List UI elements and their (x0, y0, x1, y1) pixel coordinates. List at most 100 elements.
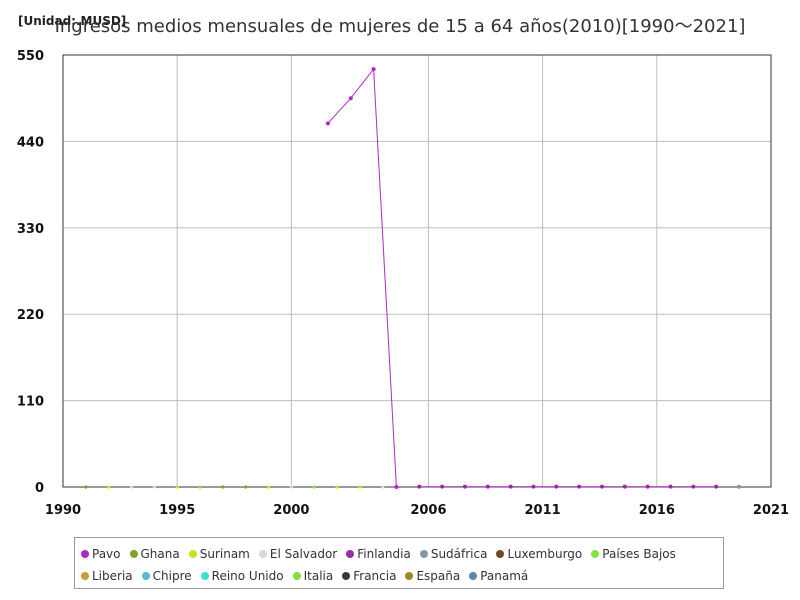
baseline-marker (381, 485, 385, 489)
grid-lines (62, 54, 772, 488)
plot-area-frame (62, 54, 772, 488)
data-point-pavo (371, 67, 376, 72)
y-tick-label: 0 (35, 481, 44, 496)
legend-label: Finlandia (357, 547, 411, 561)
data-point-pavo (325, 121, 330, 126)
legend-swatch (591, 549, 600, 558)
data-point-finlandia (622, 484, 627, 489)
data-point-finlandia (531, 484, 536, 489)
baseline-marker (244, 485, 248, 489)
data-point-sud-frica (737, 484, 742, 489)
legend-label: Ghana (140, 547, 180, 561)
legend-swatch (129, 549, 138, 558)
data-point-pavo (394, 485, 399, 489)
legend-swatch (346, 549, 355, 558)
data-point-finlandia (485, 484, 490, 489)
legend: Pavo Ghana Surinam El Salvador Finlandia Sudá… (74, 537, 724, 589)
legend-item[interactable]: Liberia (81, 566, 133, 587)
x-tick-label: 2016 (639, 503, 675, 518)
baseline-marker (358, 485, 362, 489)
legend-item[interactable]: Italia (292, 566, 334, 587)
legend-item[interactable]: Reino Unido (200, 566, 284, 587)
data-point-finlandia (417, 484, 422, 489)
x-tick-label: 2000 (273, 503, 309, 518)
legend-label: Francia (353, 569, 397, 583)
data-point-finlandia (462, 484, 467, 489)
legend-item[interactable]: Finlandia (346, 544, 411, 565)
baseline-marker (175, 485, 179, 489)
series-lines (325, 67, 742, 489)
baseline-markers (84, 485, 385, 489)
legend-swatch (258, 549, 267, 558)
x-axis-ticks: 1990 1995 2000 2006 2011 2016 2021 (45, 503, 789, 518)
legend-label: Reino Unido (211, 569, 284, 583)
legend-label: Chipre (152, 569, 192, 583)
legend-label: Países Bajos (602, 547, 676, 561)
baseline-marker (84, 485, 88, 489)
y-tick-label: 110 (17, 395, 44, 410)
legend-swatch (81, 549, 89, 558)
legend-swatch (405, 571, 414, 580)
legend-label: Italia (303, 569, 334, 583)
baseline-marker (129, 485, 134, 489)
y-tick-label: 220 (17, 308, 44, 323)
legend-label: El Salvador (269, 547, 338, 561)
baseline-marker (266, 485, 271, 489)
data-point-finlandia (554, 484, 559, 489)
legend-swatch (419, 549, 428, 558)
data-point-finlandia (645, 484, 650, 489)
data-point-finlandia (577, 484, 582, 489)
unit-label: [Unidad:.MUSD] (18, 14, 127, 28)
data-point-finlandia (714, 484, 719, 489)
legend-swatch (496, 549, 505, 558)
legend-label: Liberia (92, 569, 133, 583)
legend-label: Panamá (480, 569, 529, 583)
data-point-finlandia (668, 484, 673, 489)
legend-item[interactable]: Panamá (469, 566, 528, 587)
series-line-pavo (327, 67, 397, 488)
legend-swatch (141, 571, 150, 580)
baseline-marker (335, 485, 339, 489)
chart-title: Ingresos medios mensuales de mujeres de … (54, 16, 746, 37)
legend-label: España (416, 569, 461, 583)
data-point-finlandia (440, 484, 445, 489)
baseline-marker (107, 485, 111, 489)
legend-item[interactable]: Pavo (81, 544, 121, 565)
x-tick-label: 2011 (525, 503, 561, 518)
data-point-finlandia (508, 484, 513, 489)
baseline-marker (312, 485, 316, 489)
legend-item[interactable]: El Salvador (258, 544, 338, 565)
legend-item[interactable]: Surinam (188, 544, 250, 565)
legend-item[interactable]: Francia (342, 566, 396, 587)
y-tick-label: 330 (17, 222, 44, 237)
legend-swatch (292, 571, 301, 580)
legend-item[interactable]: España (405, 566, 460, 587)
legend-item[interactable]: Luxemburgo (496, 544, 582, 565)
baseline-marker (221, 485, 225, 489)
legend-label: Surinam (199, 547, 250, 561)
data-point-finlandia (599, 484, 604, 489)
legend-swatch (188, 549, 197, 558)
data-point-pavo (348, 96, 353, 101)
y-tick-label: 440 (17, 135, 44, 150)
x-tick-label: 2021 (753, 503, 789, 518)
x-tick-label: 1990 (45, 503, 81, 518)
legend-label: Luxemburgo (507, 547, 583, 561)
legend-item[interactable]: Sudáfrica (419, 544, 488, 565)
legend-swatch (469, 571, 478, 580)
data-point-finlandia (691, 484, 696, 489)
legend-item[interactable]: Ghana (129, 544, 180, 565)
legend-label: Pavo (92, 547, 121, 561)
baseline-marker (289, 485, 293, 489)
baseline-marker (152, 485, 156, 489)
legend-label: Sudáfrica (430, 547, 488, 561)
x-tick-label: 2006 (410, 503, 446, 518)
baseline-marker (198, 485, 202, 489)
legend-item[interactable]: Chipre (141, 566, 192, 587)
legend-swatch (81, 571, 89, 580)
legend-item[interactable]: Países Bajos (591, 544, 676, 565)
legend-swatch (342, 571, 351, 580)
x-tick-label: 1995 (159, 503, 195, 518)
legend-swatch (200, 571, 209, 580)
y-tick-label: 550 (17, 49, 44, 64)
